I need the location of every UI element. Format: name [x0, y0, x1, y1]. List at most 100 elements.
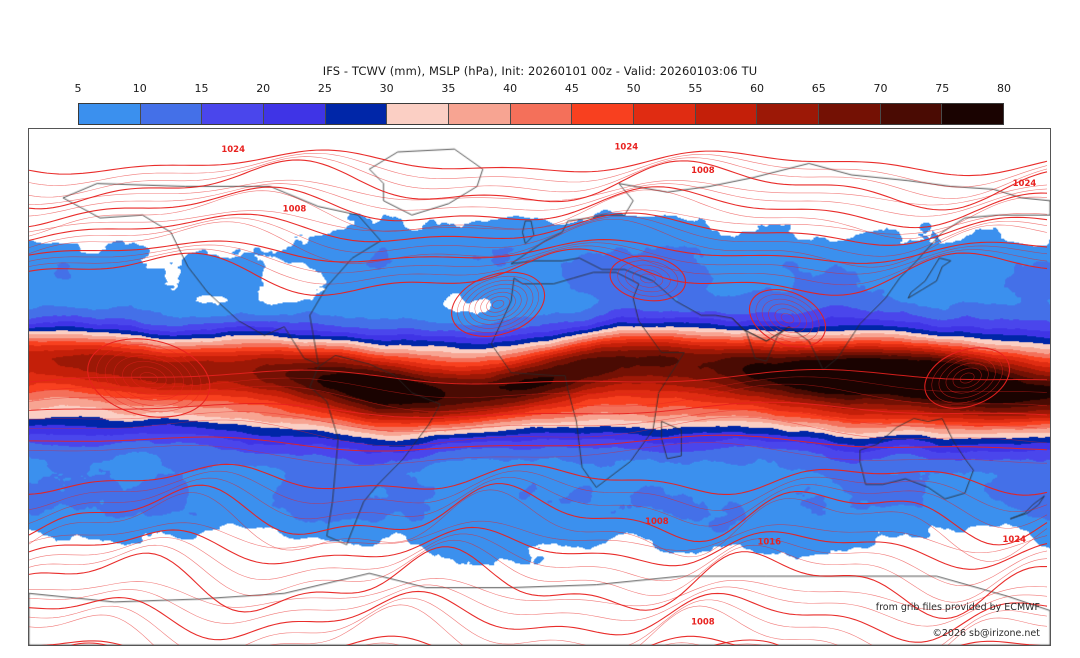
isobar-closed-center [768, 303, 807, 333]
colorbar-tick-50: 50 [626, 82, 641, 95]
isobar-contour [29, 245, 1048, 286]
isobar-closed-center [755, 294, 820, 343]
colorbar-tick-65: 65 [811, 82, 826, 95]
isobar-contour [29, 590, 1048, 643]
colorbar-cell-50 [634, 104, 696, 124]
colorbar-cell-30 [387, 104, 450, 124]
isobar-contour [29, 401, 1048, 419]
colorbar-tick-40: 40 [503, 82, 518, 95]
isobar-closed-center [952, 367, 982, 389]
colorbar-cell-10 [140, 104, 203, 124]
isobar-closed-center [632, 269, 664, 288]
colorbar-tick-55: 55 [688, 82, 703, 95]
map-panel[interactable]: 1024 1024 1008 1008 1008 1008 1016 1024 1024 fro… [28, 128, 1051, 646]
data-source-credit: from grib files provided by ECMWF [875, 602, 1040, 613]
isobar-contour [29, 489, 1048, 562]
isobar-contour [29, 212, 1048, 246]
isobar-label: 1008 [645, 516, 669, 526]
colorbar-cell-65 [819, 104, 881, 124]
isobar-closed-center [624, 264, 671, 293]
isobar-closed-center [131, 366, 167, 390]
isobar-label: 1008 [691, 616, 715, 626]
isobar-contour [29, 376, 1048, 399]
isobar-closed-center [122, 360, 176, 396]
isobar-label: 1008 [283, 204, 307, 214]
colorbar-tick-80: 80 [997, 82, 1011, 95]
colorbar-tick-20: 20 [256, 82, 271, 95]
isobar-closed-center [945, 362, 989, 394]
colorbar-tick-45: 45 [564, 82, 579, 95]
isobar-contour [29, 442, 1048, 466]
isobar-closed-center [468, 283, 528, 325]
colorbar-cell-25 [325, 104, 388, 124]
colorbar: 5 10 15 20 25 30 35 40 45 50 55 60 65 70 75 80 [74, 82, 1012, 128]
colorbar-tick-25: 25 [317, 82, 332, 95]
isobar-contour [29, 533, 1048, 587]
isobar-contour [29, 179, 1048, 206]
isobar-closed-center [959, 372, 975, 384]
isobar-contour [29, 584, 1048, 627]
isobar-closed-center [474, 288, 522, 321]
isobar-closed-center [457, 275, 540, 333]
isobar-label: 1024 [221, 144, 245, 154]
isobar-contour [29, 242, 1048, 275]
colorbar-tick-60: 60 [750, 82, 765, 95]
isobar-contour [29, 597, 1048, 645]
isobar-contour [29, 416, 1048, 447]
isobar-label: 1016 [757, 536, 781, 546]
colorbar-tick-35: 35 [441, 82, 456, 95]
colorbar-cell-15 [202, 104, 265, 124]
isobar-label: 1008 [691, 165, 715, 175]
isobar-contour [29, 483, 1048, 546]
isobar-closed-center [938, 357, 996, 399]
isobar-contour [29, 539, 1048, 603]
isobar-contour [29, 520, 1048, 554]
colorbar-cell-5 [79, 104, 141, 124]
colorbar-cell-20 [264, 104, 326, 124]
isobar-contour [29, 434, 1048, 452]
isobar-closed-center [931, 352, 1003, 404]
colorbar-tick-10: 10 [132, 82, 147, 95]
isobar-closed-center [662, 639, 793, 645]
tcwv-field-canvas [29, 129, 1050, 645]
isobar-contour [29, 368, 1048, 385]
isobar-closed-center [617, 260, 679, 297]
isobar-contour [29, 149, 1048, 177]
isobar-closed-center [462, 279, 534, 329]
isobar-closed-center [609, 255, 687, 302]
isobar-label: 1024 [615, 142, 639, 152]
isobar-closed-center [774, 308, 801, 329]
mslp-isobar-overlay: 1024 1024 1008 1008 1008 1008 1016 1024 1024 [29, 142, 1048, 645]
isobar-contour [29, 470, 1048, 513]
copyright-credit: ©2026 sb@irizone.net [932, 628, 1040, 639]
isobar-closed-center [924, 347, 1011, 409]
colorbar-cell-70 [880, 104, 943, 124]
isobar-closed-center [639, 273, 656, 284]
colorbar-cell-40 [510, 104, 573, 124]
isobar-contour [29, 578, 1048, 611]
isobar-contour [29, 209, 1048, 235]
isobar-contour [29, 183, 1048, 217]
colorbar-cell-60 [757, 104, 820, 124]
isobar-contour [29, 546, 1048, 620]
colorbar-tick-70: 70 [873, 82, 888, 95]
isobar-closed-center [748, 289, 827, 348]
isobar-closed-center [138, 643, 260, 645]
isobar-contour [29, 156, 1048, 199]
isobar-closed-center [87, 338, 211, 418]
isobar-contour [29, 189, 1048, 239]
colorbar-tick-5: 5 [74, 82, 82, 95]
colorbar-ticks: 5 10 15 20 25 30 35 40 45 50 55 60 65 70 75 80 [74, 82, 1012, 100]
isobar-closed-center [491, 299, 505, 309]
colorbar-cell-55 [695, 104, 758, 124]
colorbar-tick-15: 15 [194, 82, 209, 95]
isobar-contour [29, 409, 1048, 432]
isobar-contour [29, 476, 1048, 529]
isobar-contour [365, 642, 700, 645]
isobar-closed-center [451, 271, 546, 337]
isobar-contour [29, 239, 1048, 264]
colorbar-cell-75 [942, 104, 1004, 124]
isobar-contour [29, 159, 1048, 211]
isobar-contour [29, 186, 1048, 229]
isobar-contour [29, 248, 1048, 296]
